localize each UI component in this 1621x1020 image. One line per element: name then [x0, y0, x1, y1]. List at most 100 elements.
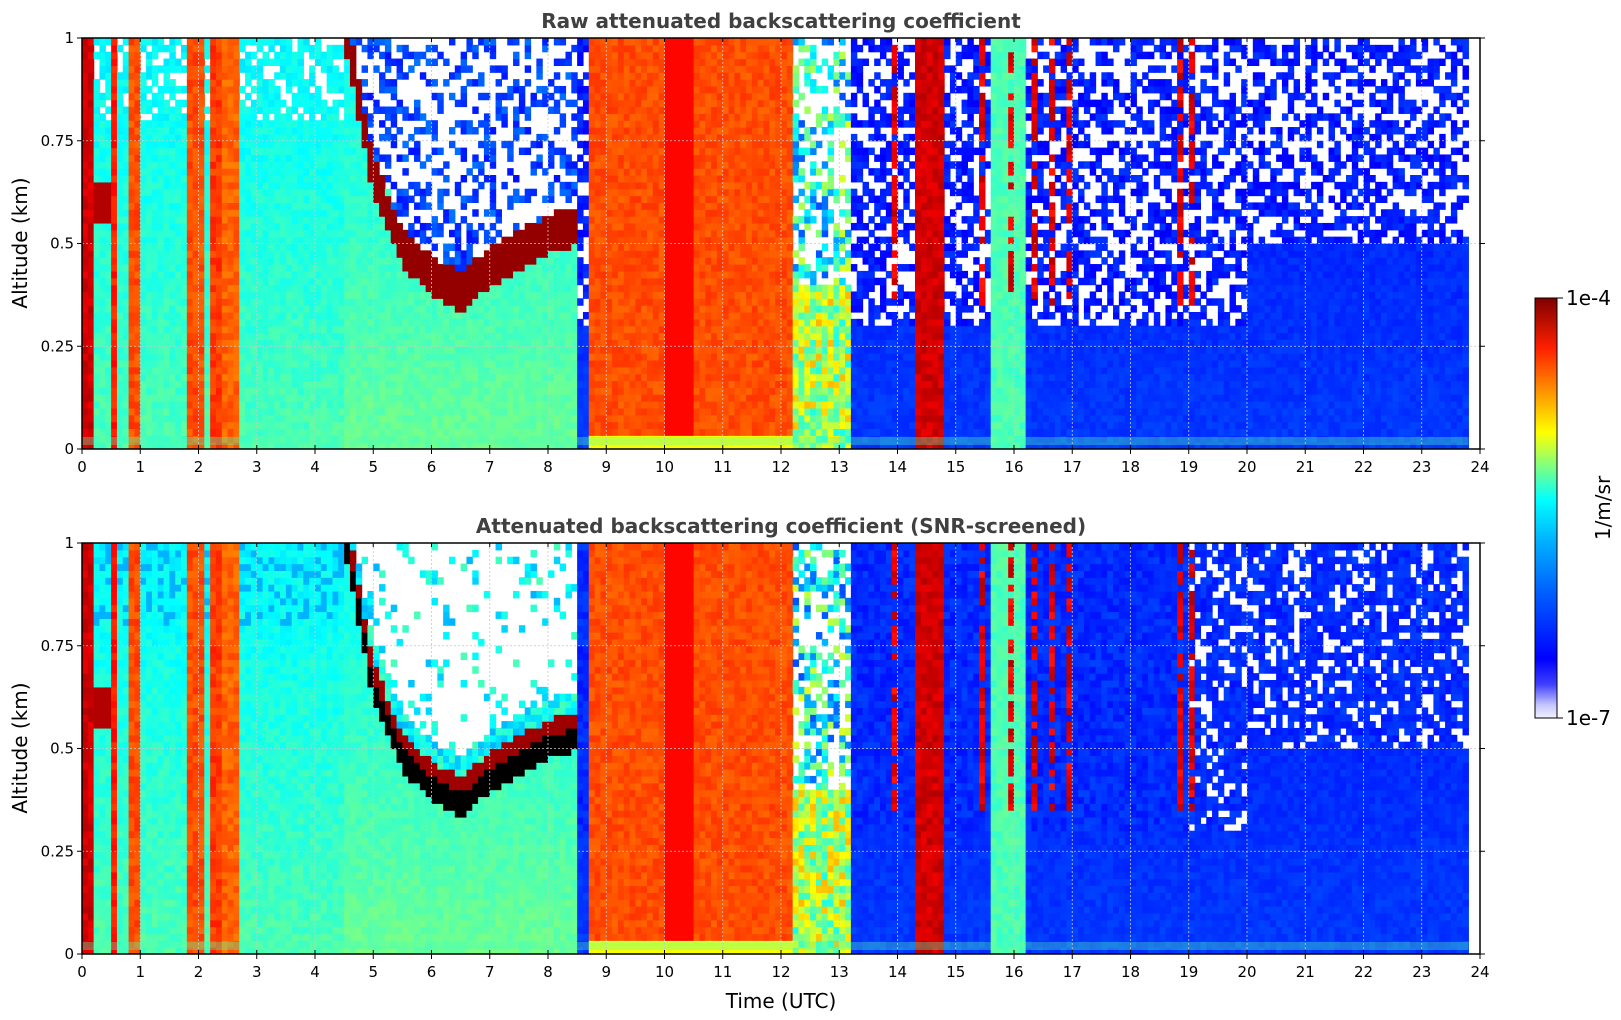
heatmap-cell	[128, 195, 136, 203]
heatmap-cell	[140, 209, 147, 217]
heatmap-cell	[431, 366, 438, 375]
heatmap-cell	[87, 72, 95, 80]
heatmap-cell	[344, 373, 351, 382]
heatmap-cell	[87, 161, 95, 169]
heatmap-cell	[215, 339, 223, 347]
heatmap-cell	[221, 92, 229, 101]
heatmap-cell	[233, 106, 240, 114]
heatmap-cell	[192, 298, 200, 306]
heatmap-cell	[344, 401, 351, 409]
heatmap-cell	[280, 236, 287, 245]
heatmap-cell	[332, 421, 339, 430]
heatmap-cell	[245, 387, 252, 395]
heatmap-cell	[233, 236, 240, 245]
heatmap-cell	[320, 421, 328, 430]
heatmap-cell	[146, 366, 153, 375]
heatmap-cell	[326, 339, 334, 347]
heatmap-cell	[122, 277, 130, 286]
heatmap-cell	[303, 332, 310, 340]
heatmap-cell	[559, 428, 567, 436]
heatmap-cell	[186, 44, 194, 53]
heatmap-cell	[355, 175, 363, 183]
heatmap-cell	[536, 394, 543, 402]
heatmap-cell	[93, 284, 101, 293]
heatmap-cell	[122, 407, 130, 416]
heatmap-cell	[518, 243, 526, 251]
heatmap-cell	[221, 325, 229, 334]
heatmap-cell	[612, 428, 619, 436]
heatmap-cell	[140, 277, 147, 286]
heatmap-cell	[419, 264, 427, 272]
heatmap-cell	[198, 257, 205, 265]
heatmap-cell	[227, 127, 235, 135]
heatmap-cell	[396, 264, 403, 272]
heatmap-cell	[501, 113, 508, 121]
heatmap-cell	[548, 236, 555, 245]
heatmap-cell	[530, 312, 537, 320]
heatmap-cell	[489, 394, 497, 402]
heatmap-cell	[268, 346, 275, 354]
heatmap-cell	[355, 195, 363, 203]
heatmap-cell	[122, 394, 130, 402]
heatmap-cell	[116, 44, 124, 53]
heatmap-cell	[239, 359, 246, 368]
heatmap-cell	[355, 346, 363, 354]
heatmap-cell	[553, 359, 561, 368]
heatmap-cell	[530, 305, 537, 313]
heatmap-cell	[384, 229, 392, 238]
heatmap-cell	[466, 270, 473, 279]
heatmap-cell	[163, 291, 170, 299]
heatmap-cell	[291, 318, 299, 327]
heatmap-cell	[425, 188, 433, 197]
heatmap-cell	[93, 401, 101, 409]
heatmap-cell	[239, 407, 246, 416]
heatmap-cell	[373, 216, 380, 224]
heatmap-cell	[355, 312, 363, 320]
heatmap-cell	[221, 99, 229, 108]
heatmap-cell	[198, 195, 205, 203]
heatmap-cell	[571, 188, 578, 197]
heatmap-cell	[542, 250, 549, 258]
heatmap-cell	[460, 318, 468, 327]
heatmap-cell	[116, 407, 124, 416]
heatmap-cell	[629, 318, 636, 327]
heatmap-cell	[635, 120, 642, 128]
heatmap-cell	[617, 401, 625, 409]
heatmap-cell	[501, 250, 508, 258]
heatmap-cell	[111, 216, 118, 224]
heatmap-cell	[140, 414, 147, 423]
heatmap-cell	[204, 209, 211, 217]
heatmap-cell	[320, 222, 328, 231]
heatmap-cell	[181, 202, 188, 210]
heatmap-cell	[408, 318, 415, 327]
heatmap-cell	[367, 181, 374, 190]
heatmap-cell	[606, 44, 613, 53]
heatmap-cell	[186, 325, 194, 334]
heatmap-cell	[210, 147, 217, 156]
heatmap-cell	[513, 133, 520, 142]
heatmap-cell	[414, 51, 421, 60]
heatmap-cell	[571, 373, 578, 382]
heatmap-cell	[116, 161, 124, 169]
heatmap-cell	[402, 188, 409, 197]
heatmap-cell	[210, 305, 217, 313]
heatmap-cell	[245, 305, 252, 313]
heatmap-cell	[99, 65, 106, 73]
heatmap-cell	[256, 147, 264, 156]
heatmap-cell	[221, 85, 229, 94]
heatmap-cell	[210, 435, 217, 443]
heatmap-cell	[402, 195, 409, 203]
heatmap-cell	[274, 359, 281, 368]
heatmap-cell	[635, 79, 642, 87]
heatmap-cell	[460, 85, 468, 94]
heatmap-cell	[198, 353, 205, 361]
heatmap-cell	[215, 79, 223, 87]
heatmap-cell	[507, 277, 514, 286]
heatmap-cell	[163, 113, 170, 121]
heatmap-cell	[116, 270, 124, 279]
heatmap-cell	[198, 380, 205, 388]
heatmap-cell	[116, 202, 124, 210]
heatmap-cell	[274, 106, 281, 114]
heatmap-cell	[542, 318, 549, 327]
heatmap-cell	[518, 394, 526, 402]
